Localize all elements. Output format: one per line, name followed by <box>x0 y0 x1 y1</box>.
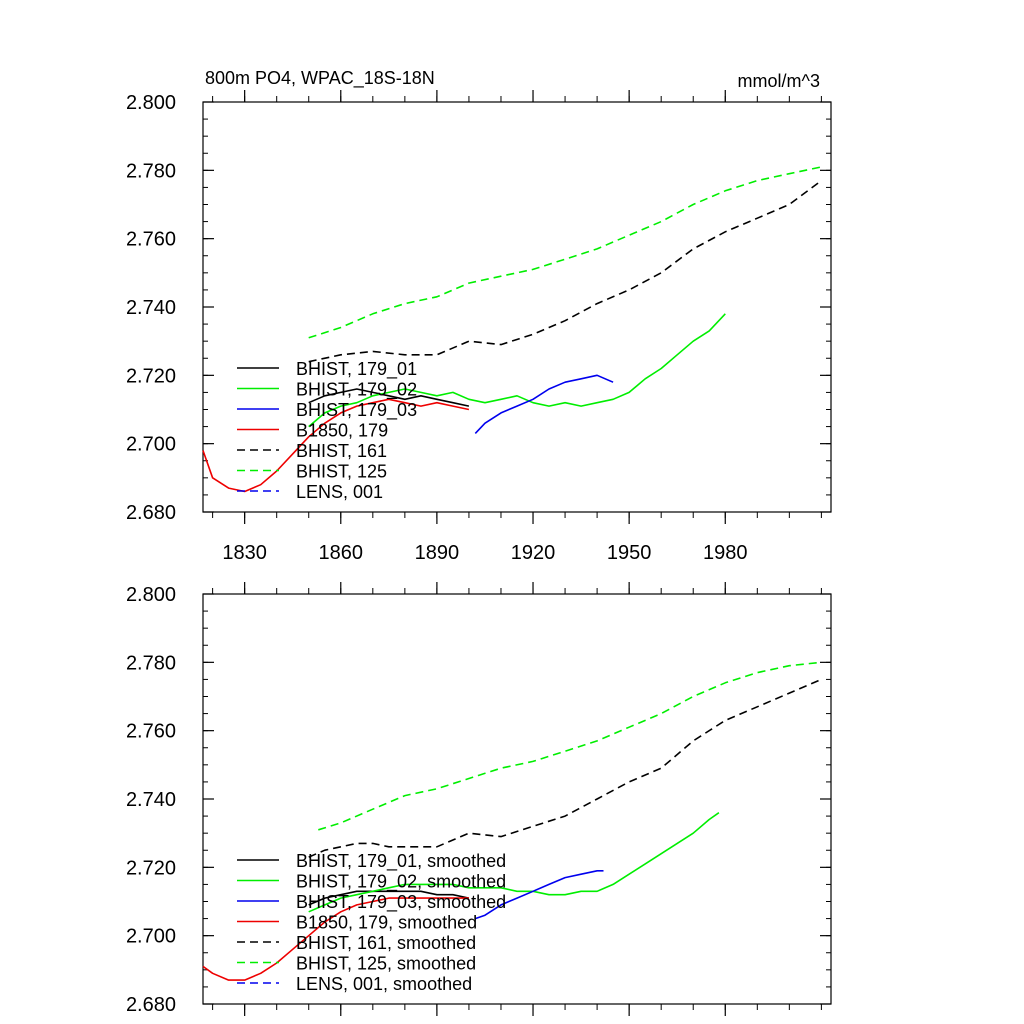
y-tick-label: 2.740 <box>126 297 176 319</box>
y-tick-label: 2.680 <box>126 994 176 1016</box>
panel-top: 800m PO4, WPAC_18S-18N mmol/m^3 2.680 2.7… <box>126 68 832 564</box>
x-tick-label: 1980 <box>703 542 748 564</box>
legend-label-1: BHIST, 179_02, smoothed <box>296 872 506 893</box>
legend-label-2: BHIST, 179_03 <box>296 400 417 421</box>
legend-label-3: B1850, 179 <box>296 421 388 441</box>
series-line-3 <box>202 897 469 981</box>
legend-label-5: BHIST, 125, smoothed <box>296 954 476 974</box>
legend-label-4: BHIST, 161 <box>296 441 387 461</box>
y-tick-label: 2.780 <box>126 160 176 182</box>
y-tick-label: 2.800 <box>126 584 176 606</box>
y-tick-label: 2.720 <box>126 365 176 387</box>
legend-label-0: BHIST, 179_01 <box>296 359 417 380</box>
x-tick-label: 1860 <box>319 542 364 564</box>
x-tick-label: 1830 <box>222 542 267 564</box>
legend-label-4: BHIST, 161, smoothed <box>296 933 476 953</box>
y-tick-label: 2.680 <box>126 502 176 524</box>
legend-label-1: BHIST, 179_02 <box>296 380 417 401</box>
legend-label-6: LENS, 001 <box>296 482 383 502</box>
series-line-0 <box>308 890 470 906</box>
y-tick-label: 2.720 <box>126 857 176 879</box>
legend-label-5: BHIST, 125 <box>296 462 387 482</box>
y-tick-label: 2.740 <box>126 789 176 811</box>
x-tick-label: 1920 <box>511 542 556 564</box>
series-line-5 <box>308 166 822 339</box>
legend-label-0: BHIST, 179_01, smoothed <box>296 851 506 872</box>
series-line-5 <box>318 661 822 831</box>
y-tick-label: 2.700 <box>126 926 176 948</box>
series-line-2 <box>475 869 604 920</box>
series-line-0 <box>308 388 470 407</box>
series-line-4 <box>308 179 822 363</box>
x-tick-label: 1950 <box>607 542 652 564</box>
series-line-4 <box>308 678 822 858</box>
series-line-1 <box>308 812 720 913</box>
y-tick-label: 2.760 <box>126 721 176 743</box>
x-tick-label: 1890 <box>415 542 460 564</box>
series-line-1 <box>308 313 726 428</box>
chart-title: 800m PO4, WPAC_18S-18N <box>205 68 435 89</box>
units-label: mmol/m^3 <box>738 71 820 91</box>
panel-bottom: 2.680 2.700 2.720 2.740 2.760 2.780 2.800 BHIST… <box>126 582 832 1016</box>
legend-label-6: LENS, 001, smoothed <box>296 974 472 994</box>
y-tick-label: 2.800 <box>126 92 176 114</box>
y-tick-label: 2.760 <box>126 229 176 251</box>
legend-label-2: BHIST, 179_03, smoothed <box>296 892 506 913</box>
legend-label-3: B1850, 179, smoothed <box>296 913 477 933</box>
y-tick-label: 2.700 <box>126 434 176 456</box>
y-tick-label: 2.780 <box>126 652 176 674</box>
series-line-2 <box>474 374 614 434</box>
